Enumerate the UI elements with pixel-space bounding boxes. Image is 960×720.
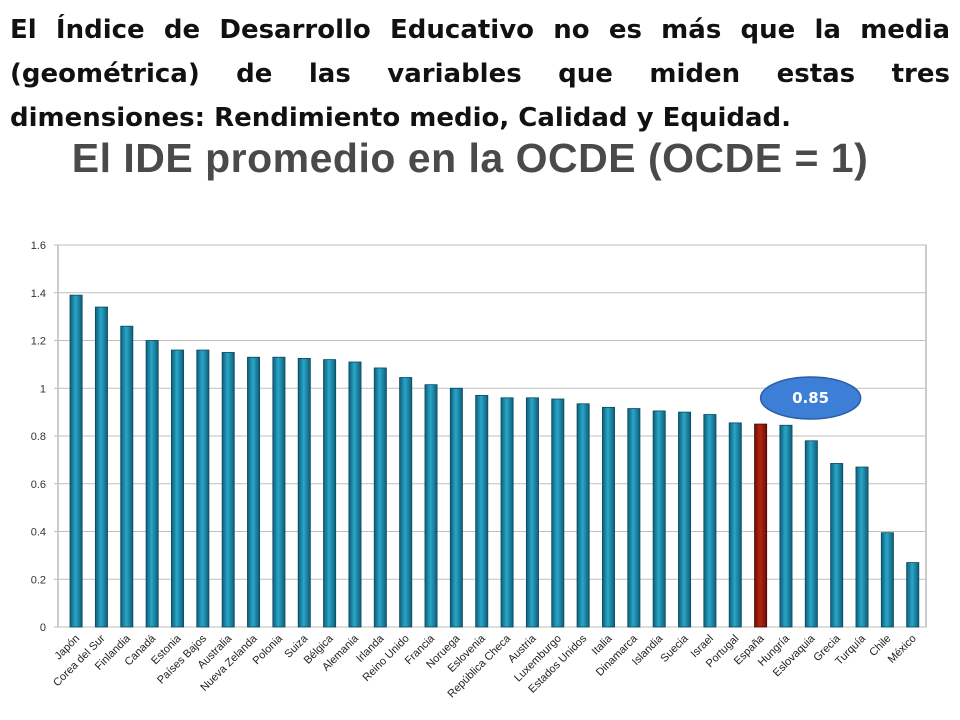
y-tick-label: 0: [40, 622, 46, 634]
bar: [551, 398, 565, 628]
bar: [500, 397, 514, 628]
y-tick-label: 0.2: [31, 574, 46, 586]
x-tick-label: Polonia: [251, 632, 286, 667]
bar: [754, 423, 768, 628]
bar: [94, 306, 108, 628]
bar: [323, 359, 337, 628]
bar: [779, 424, 793, 628]
bar: [171, 349, 184, 628]
bar: [120, 325, 134, 628]
bar: [855, 466, 869, 628]
y-tick-label: 0.8: [31, 431, 46, 443]
bar: [247, 356, 261, 628]
bar: [399, 377, 413, 628]
bar: [728, 422, 742, 628]
bar: [804, 440, 818, 628]
bar: [703, 414, 717, 628]
bar: [525, 397, 539, 628]
x-tick-label: México: [886, 633, 919, 666]
y-tick-label: 1.6: [31, 240, 46, 252]
y-tick-label: 1: [40, 383, 46, 395]
intro-paragraph: El Índice de Desarrollo Educativo no es …: [10, 15, 950, 133]
bar: [906, 562, 920, 628]
bar: [348, 361, 362, 628]
bar: [652, 410, 666, 628]
bar: [221, 352, 235, 628]
bar: [678, 411, 692, 628]
bar: [602, 406, 615, 628]
y-tick-label: 0.6: [31, 479, 46, 491]
value-callout-label: 0.85: [792, 389, 829, 407]
y-tick-label: 1.2: [31, 336, 46, 348]
y-tick-label: 0.4: [31, 527, 46, 539]
value-callout: [759, 376, 862, 420]
bar: [297, 358, 311, 628]
bar: [830, 463, 844, 628]
bar: [69, 294, 83, 628]
y-tick-label: 1.4: [31, 288, 46, 300]
bar: [145, 340, 159, 628]
x-tick-label: Suecia: [658, 632, 691, 665]
bar: [424, 384, 438, 628]
bar: [373, 367, 387, 628]
bar: [627, 408, 641, 628]
bar: [272, 356, 286, 628]
bar: [449, 387, 463, 628]
bar: [880, 532, 894, 628]
bar: [576, 403, 590, 628]
bar: [475, 395, 489, 628]
chart-title: El IDE promedio en la OCDE (OCDE = 1): [71, 135, 869, 181]
bar: [196, 349, 210, 628]
